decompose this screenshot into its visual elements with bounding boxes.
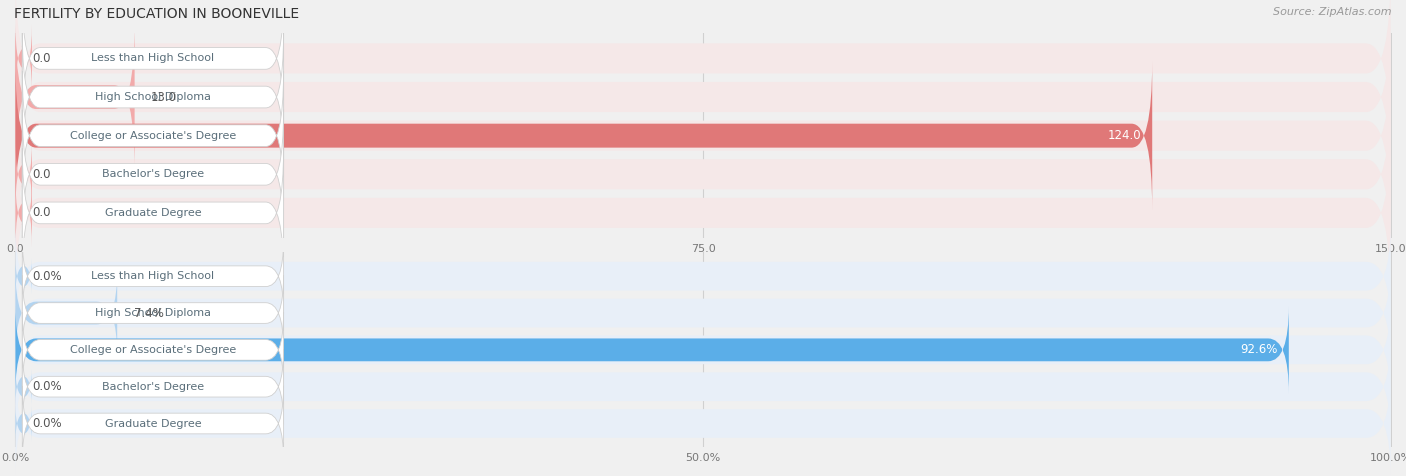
- Text: 0.0: 0.0: [32, 168, 51, 181]
- FancyBboxPatch shape: [15, 258, 32, 294]
- Text: Less than High School: Less than High School: [91, 53, 215, 63]
- Text: 0.0%: 0.0%: [32, 380, 62, 393]
- FancyBboxPatch shape: [15, 306, 1289, 394]
- FancyBboxPatch shape: [22, 149, 284, 278]
- FancyBboxPatch shape: [22, 386, 284, 461]
- FancyBboxPatch shape: [15, 298, 1391, 402]
- Text: 0.0%: 0.0%: [32, 270, 62, 283]
- FancyBboxPatch shape: [15, 406, 32, 442]
- FancyBboxPatch shape: [22, 32, 284, 161]
- Text: Source: ZipAtlas.com: Source: ZipAtlas.com: [1274, 7, 1392, 17]
- FancyBboxPatch shape: [22, 312, 284, 387]
- Text: 0.0%: 0.0%: [32, 417, 62, 430]
- FancyBboxPatch shape: [15, 61, 1152, 210]
- FancyBboxPatch shape: [15, 47, 1391, 225]
- Text: 0.0: 0.0: [32, 52, 51, 65]
- Text: 124.0: 124.0: [1108, 129, 1142, 142]
- Text: College or Associate's Degree: College or Associate's Degree: [70, 130, 236, 141]
- FancyBboxPatch shape: [15, 124, 1391, 302]
- FancyBboxPatch shape: [22, 276, 284, 350]
- Text: 7.4%: 7.4%: [134, 307, 163, 319]
- Text: Bachelor's Degree: Bachelor's Degree: [101, 169, 204, 179]
- FancyBboxPatch shape: [22, 0, 284, 123]
- FancyBboxPatch shape: [15, 22, 135, 172]
- Text: High School Diploma: High School Diploma: [96, 308, 211, 318]
- FancyBboxPatch shape: [22, 349, 284, 424]
- Text: Bachelor's Degree: Bachelor's Degree: [101, 382, 204, 392]
- Text: 92.6%: 92.6%: [1240, 343, 1278, 357]
- Text: 0.0: 0.0: [32, 207, 51, 219]
- FancyBboxPatch shape: [15, 372, 1391, 476]
- Text: College or Associate's Degree: College or Associate's Degree: [70, 345, 236, 355]
- Text: Less than High School: Less than High School: [91, 271, 215, 281]
- Text: 13.0: 13.0: [150, 90, 177, 104]
- FancyBboxPatch shape: [15, 85, 1391, 264]
- FancyBboxPatch shape: [22, 238, 284, 314]
- FancyBboxPatch shape: [15, 0, 1391, 148]
- Text: Graduate Degree: Graduate Degree: [104, 208, 201, 218]
- FancyBboxPatch shape: [22, 71, 284, 200]
- FancyBboxPatch shape: [15, 24, 32, 93]
- FancyBboxPatch shape: [15, 368, 32, 405]
- FancyBboxPatch shape: [15, 261, 1391, 365]
- FancyBboxPatch shape: [22, 110, 284, 239]
- FancyBboxPatch shape: [15, 140, 32, 208]
- FancyBboxPatch shape: [15, 178, 32, 247]
- FancyBboxPatch shape: [15, 224, 1391, 328]
- FancyBboxPatch shape: [15, 8, 1391, 186]
- Text: Graduate Degree: Graduate Degree: [104, 418, 201, 428]
- Text: High School Diploma: High School Diploma: [96, 92, 211, 102]
- Text: FERTILITY BY EDUCATION IN BOONEVILLE: FERTILITY BY EDUCATION IN BOONEVILLE: [14, 7, 299, 21]
- FancyBboxPatch shape: [15, 269, 117, 357]
- FancyBboxPatch shape: [15, 335, 1391, 438]
